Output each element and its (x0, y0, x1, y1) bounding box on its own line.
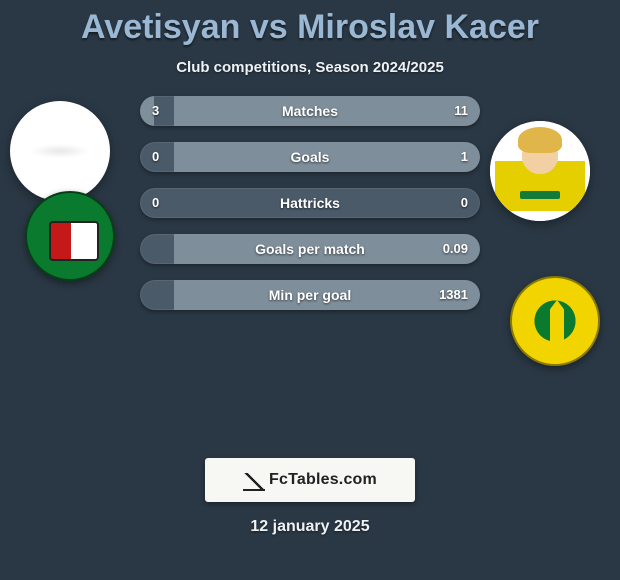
player-left-club-badge (25, 191, 115, 281)
stat-row: 00Hattricks (140, 188, 480, 218)
stat-label: Goals per match (140, 234, 480, 264)
stat-label: Hattricks (140, 188, 480, 218)
stat-rows: 311Matches 01Goals 00Hattricks 0.09Goals pe… (140, 96, 480, 326)
stat-label: Min per goal (140, 280, 480, 310)
stat-row: 01Goals (140, 142, 480, 172)
player-right-club-badge (510, 276, 600, 366)
stat-row: 311Matches (140, 96, 480, 126)
player-right-avatar (490, 121, 590, 221)
footer-date: 12 january 2025 (0, 518, 620, 536)
player-left-avatar (10, 101, 110, 201)
brand-text: FcTables.com (269, 471, 377, 489)
stat-label: Matches (140, 96, 480, 126)
stat-row: 1381Min per goal (140, 280, 480, 310)
page-title: Avetisyan vs Miroslav Kacer (0, 0, 620, 47)
stat-label: Goals (140, 142, 480, 172)
comparison-stage: 311Matches 01Goals 00Hattricks 0.09Goals pe… (0, 96, 620, 436)
portrait-icon (490, 121, 590, 221)
stat-row: 0.09Goals per match (140, 234, 480, 264)
brand-box: FcTables.com (205, 458, 415, 502)
chart-icon (243, 473, 265, 491)
page-subtitle: Club competitions, Season 2024/2025 (0, 59, 620, 76)
